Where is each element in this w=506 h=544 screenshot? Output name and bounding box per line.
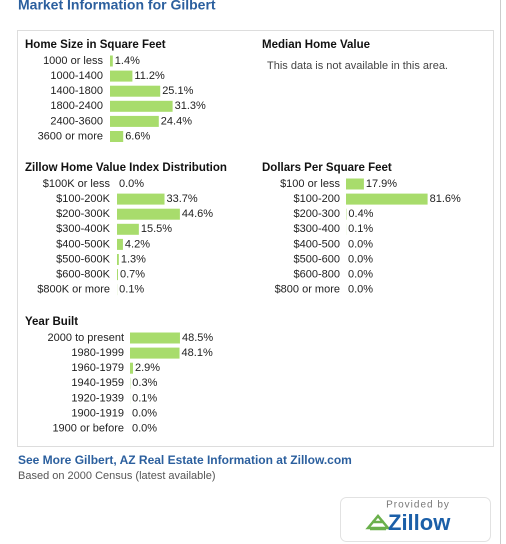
category-label: $500-600K: [56, 253, 110, 265]
bar: [110, 85, 161, 97]
category-label: $300-400K: [56, 223, 110, 235]
category-label: $600-800: [294, 269, 341, 281]
chart-title: Dollars Per Square Feet: [262, 162, 392, 174]
panel-title: Median Home Value: [262, 39, 370, 51]
category-label: 1800-2400: [50, 100, 103, 112]
category-label: $800 or more: [275, 284, 340, 296]
category-label: $100-200K: [56, 193, 110, 205]
value-label: 81.6%: [430, 193, 461, 205]
message: This data is not available in this area.: [267, 60, 448, 72]
category-label: 1960-1979: [71, 362, 124, 374]
category-label: 1900 or before: [52, 423, 124, 435]
link[interactable]: See More Gilbert, AZ Real Estate Informa…: [18, 453, 352, 467]
category-label: $300-400: [294, 223, 341, 235]
category-label: 1980-1999: [71, 347, 124, 359]
value-label: 24.4%: [161, 115, 192, 127]
value-label: 0.0%: [132, 423, 157, 435]
value-label: 2.9%: [135, 362, 160, 374]
category-label: 1000-1400: [50, 70, 103, 82]
bar: [110, 70, 133, 82]
bar: [117, 238, 123, 250]
category-label: $400-500: [294, 238, 341, 250]
value-label: 1.4%: [115, 55, 140, 67]
value-label: 25.1%: [162, 85, 193, 97]
value-label: 0.7%: [120, 269, 145, 281]
bar: [117, 269, 118, 281]
note: Based on 2000 Census (latest available): [18, 470, 216, 482]
value-label: 15.5%: [141, 223, 172, 235]
chart-title: Home Size in Square Feet: [25, 39, 166, 51]
value-label: 1.3%: [121, 253, 146, 265]
panel: [17, 30, 494, 447]
category-label: 2000 to present: [48, 332, 124, 344]
value-label: 0.0%: [348, 284, 373, 296]
bar: [117, 208, 180, 220]
category-label: $100K or less: [43, 178, 111, 190]
bar: [346, 193, 428, 205]
value-label: 0.4%: [348, 208, 373, 220]
chart-title: Zillow Home Value Index Distribution: [25, 162, 227, 174]
value-label: 48.1%: [182, 347, 213, 359]
category-label: $600-800K: [56, 269, 110, 281]
value-label: 0.0%: [119, 178, 144, 190]
value-label: 0.1%: [132, 392, 157, 404]
category-label: $800K or more: [37, 284, 110, 296]
bar: [110, 115, 159, 127]
value-label: 31.3%: [175, 100, 206, 112]
category-label: $400-500K: [56, 238, 110, 250]
category-label: 1900-1919: [71, 407, 124, 419]
value-label: 0.0%: [348, 238, 373, 250]
value-label: 0.3%: [132, 377, 157, 389]
value-label: 44.6%: [182, 208, 213, 220]
bar: [110, 131, 124, 142]
bar: [346, 178, 364, 190]
value-label: 4.2%: [125, 238, 150, 250]
logo-box: [340, 497, 491, 542]
value-label: 0.1%: [119, 284, 144, 296]
category-label: 1400-1800: [50, 85, 103, 97]
chart-title: Year Built: [25, 316, 78, 328]
bar: [130, 347, 180, 359]
category-label: 1920-1939: [71, 392, 124, 404]
bar: [130, 332, 180, 344]
bar: [117, 193, 165, 205]
bar: [117, 223, 139, 235]
bar: [110, 100, 173, 112]
category-label: 3600 or more: [38, 130, 103, 142]
category-label: $100 or less: [280, 178, 340, 190]
category-label: $200-300K: [56, 208, 110, 220]
bar: [110, 55, 113, 67]
category-label: 2400-3600: [50, 115, 103, 127]
logo-brand: Zillow: [388, 510, 451, 535]
value-label: 6.6%: [125, 130, 150, 142]
category-label: $100-200: [294, 193, 341, 205]
value-label: 48.5%: [182, 332, 213, 344]
page-title: Market Information for Gilbert: [18, 0, 216, 13]
category-label: 1940-1959: [71, 377, 124, 389]
logo-caption: Provided by: [386, 500, 450, 511]
category-label: $200-300: [294, 208, 341, 220]
value-label: 0.0%: [348, 269, 373, 281]
value-label: 0.0%: [348, 253, 373, 265]
category-label: $500-600: [294, 253, 341, 265]
bar: [117, 254, 119, 265]
bar: [130, 362, 133, 374]
value-label: 17.9%: [366, 178, 397, 190]
category-label: 1000 or less: [43, 55, 103, 67]
value-label: 11.2%: [134, 70, 165, 82]
logo-icon: [365, 514, 391, 531]
value-label: 33.7%: [167, 193, 198, 205]
value-label: 0.0%: [132, 407, 157, 419]
value-label: 0.1%: [348, 223, 373, 235]
